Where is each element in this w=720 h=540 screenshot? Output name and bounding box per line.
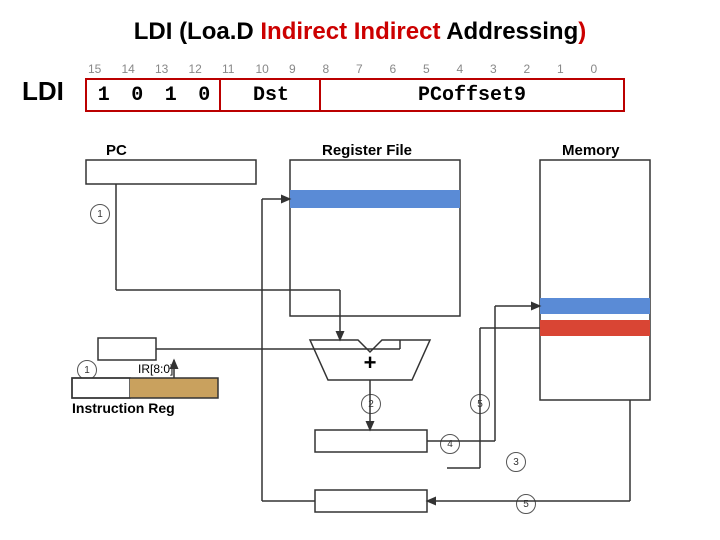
datapath-diagram: + [0,0,720,540]
svg-text:+: + [364,350,377,375]
